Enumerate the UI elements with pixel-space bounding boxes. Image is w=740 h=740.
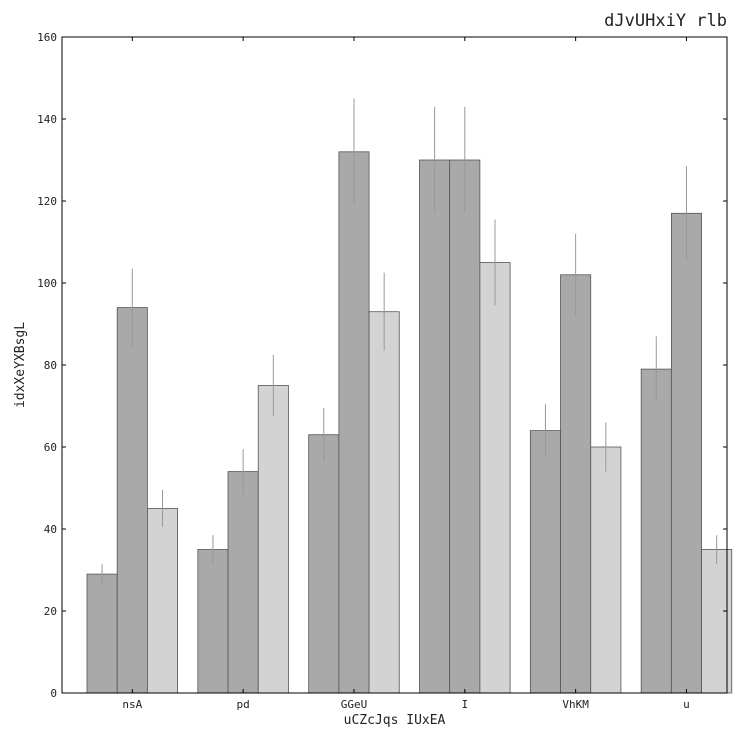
bar [197, 549, 229, 694]
y-tick-label: 120 [37, 195, 57, 208]
bar [640, 368, 672, 694]
y-tick-label: 100 [37, 277, 57, 290]
bar [227, 471, 259, 694]
bar [560, 274, 592, 694]
x-tick-label: nsA [122, 698, 142, 711]
chart-title: dJvUHxiY rlb [604, 11, 727, 31]
bar [308, 434, 340, 694]
x-axis-label: uCZcJqs IUxEA [344, 713, 446, 728]
bar [529, 430, 561, 694]
plot-frame [61, 36, 728, 694]
bar [368, 311, 400, 694]
bar [590, 446, 622, 694]
x-tick-label: u [683, 698, 690, 711]
x-tick-label: I [461, 698, 468, 711]
ticks-layer: nsA pd GGeU I VhKM u 0 20 40 60 80 100 120 140 160 [37, 31, 727, 711]
x-tick-label: VhKM [562, 698, 589, 711]
y-tick-label: 0 [50, 687, 57, 700]
bar [419, 159, 451, 694]
y-tick-label: 160 [37, 31, 57, 44]
x-tick-label: pd [237, 698, 250, 711]
bars-layer [86, 151, 733, 694]
y-tick-label: 140 [37, 113, 57, 126]
y-tick-label: 60 [44, 441, 57, 454]
y-tick-label: 40 [44, 523, 57, 536]
bar [146, 508, 178, 694]
y-axis-label: idxXeYXBsgL [13, 322, 28, 408]
x-tick-label: GGeU [341, 698, 368, 711]
bar [86, 573, 118, 694]
bar [116, 307, 148, 694]
bar [670, 212, 702, 694]
bar [449, 159, 481, 694]
bar [479, 262, 511, 694]
bar [338, 151, 370, 694]
y-tick-label: 20 [44, 605, 57, 618]
errorbars-layer [101, 98, 718, 585]
bar [257, 385, 289, 694]
y-tick-label: 80 [44, 359, 57, 372]
